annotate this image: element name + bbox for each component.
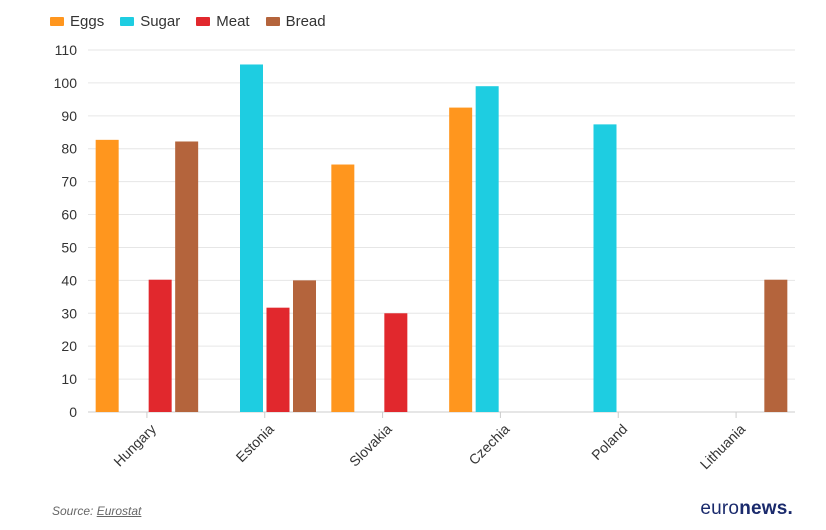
x-tick-label: Hungary xyxy=(110,421,159,470)
bar-meat-estonia xyxy=(266,307,290,412)
legend-swatch xyxy=(196,17,211,26)
euronews-logo: euronews. xyxy=(700,498,793,520)
x-tick-label: Lithuania xyxy=(697,421,749,473)
legend-label: Eggs xyxy=(70,13,105,30)
bar-bread-hungary xyxy=(175,141,199,412)
x-tick-label: Poland xyxy=(588,421,630,463)
y-tick-label: 10 xyxy=(61,371,77,387)
bar-bread-estonia xyxy=(293,280,316,412)
y-tick-label: 30 xyxy=(61,305,77,321)
legend-label: Meat xyxy=(216,13,250,30)
bar-eggs-slovakia xyxy=(331,164,355,412)
y-tick-label: 70 xyxy=(61,174,77,190)
legend-item-sugar[interactable]: Sugar xyxy=(120,13,180,30)
y-tick-label: 60 xyxy=(61,207,77,223)
source-prefix: Source: xyxy=(52,504,97,518)
chart-legend: Eggs Sugar Meat Bread xyxy=(50,13,326,30)
bar-sugar-czechia xyxy=(475,86,499,412)
bar-bread-lithuania xyxy=(764,279,788,412)
bar-sugar-poland xyxy=(593,124,617,412)
bar-eggs-czechia xyxy=(449,107,473,412)
legend-swatch xyxy=(50,17,64,26)
legend-swatch xyxy=(120,17,135,26)
bar-meat-hungary xyxy=(148,279,172,412)
legend-swatch xyxy=(265,17,280,26)
y-tick-label: 40 xyxy=(61,272,77,288)
y-tick-label: 0 xyxy=(69,404,77,420)
x-tick-label: Estonia xyxy=(233,421,277,465)
legend-label: Bread xyxy=(285,13,326,30)
legend-label: Sugar xyxy=(140,13,181,30)
bar-chart: 0 10 20 30 40 50 60 70 80 90 100 110 Hungary Estonia S… xyxy=(54,42,795,473)
y-tick-label: 100 xyxy=(54,75,78,91)
bar-sugar-estonia xyxy=(240,64,263,412)
legend-item-bread[interactable]: Bread xyxy=(265,13,326,30)
y-tick-label: 80 xyxy=(61,141,77,157)
source-link[interactable]: Eurostat xyxy=(96,504,142,518)
x-tick-label: Slovakia xyxy=(346,421,395,470)
x-tick-label: Czechia xyxy=(465,421,512,468)
brand-light: euro xyxy=(700,498,740,519)
legend-item-eggs[interactable]: Eggs xyxy=(50,13,104,30)
y-tick-label: 90 xyxy=(61,108,77,124)
bar-meat-slovakia xyxy=(384,313,408,412)
y-tick-label: 20 xyxy=(61,338,77,354)
legend-item-meat[interactable]: Meat xyxy=(196,13,250,30)
y-tick-label: 110 xyxy=(55,42,78,58)
bar-eggs-hungary xyxy=(95,139,119,413)
brand-bold: news. xyxy=(739,498,793,519)
y-tick-label: 50 xyxy=(61,239,77,255)
source-note: Source: Eurostat xyxy=(52,504,141,518)
